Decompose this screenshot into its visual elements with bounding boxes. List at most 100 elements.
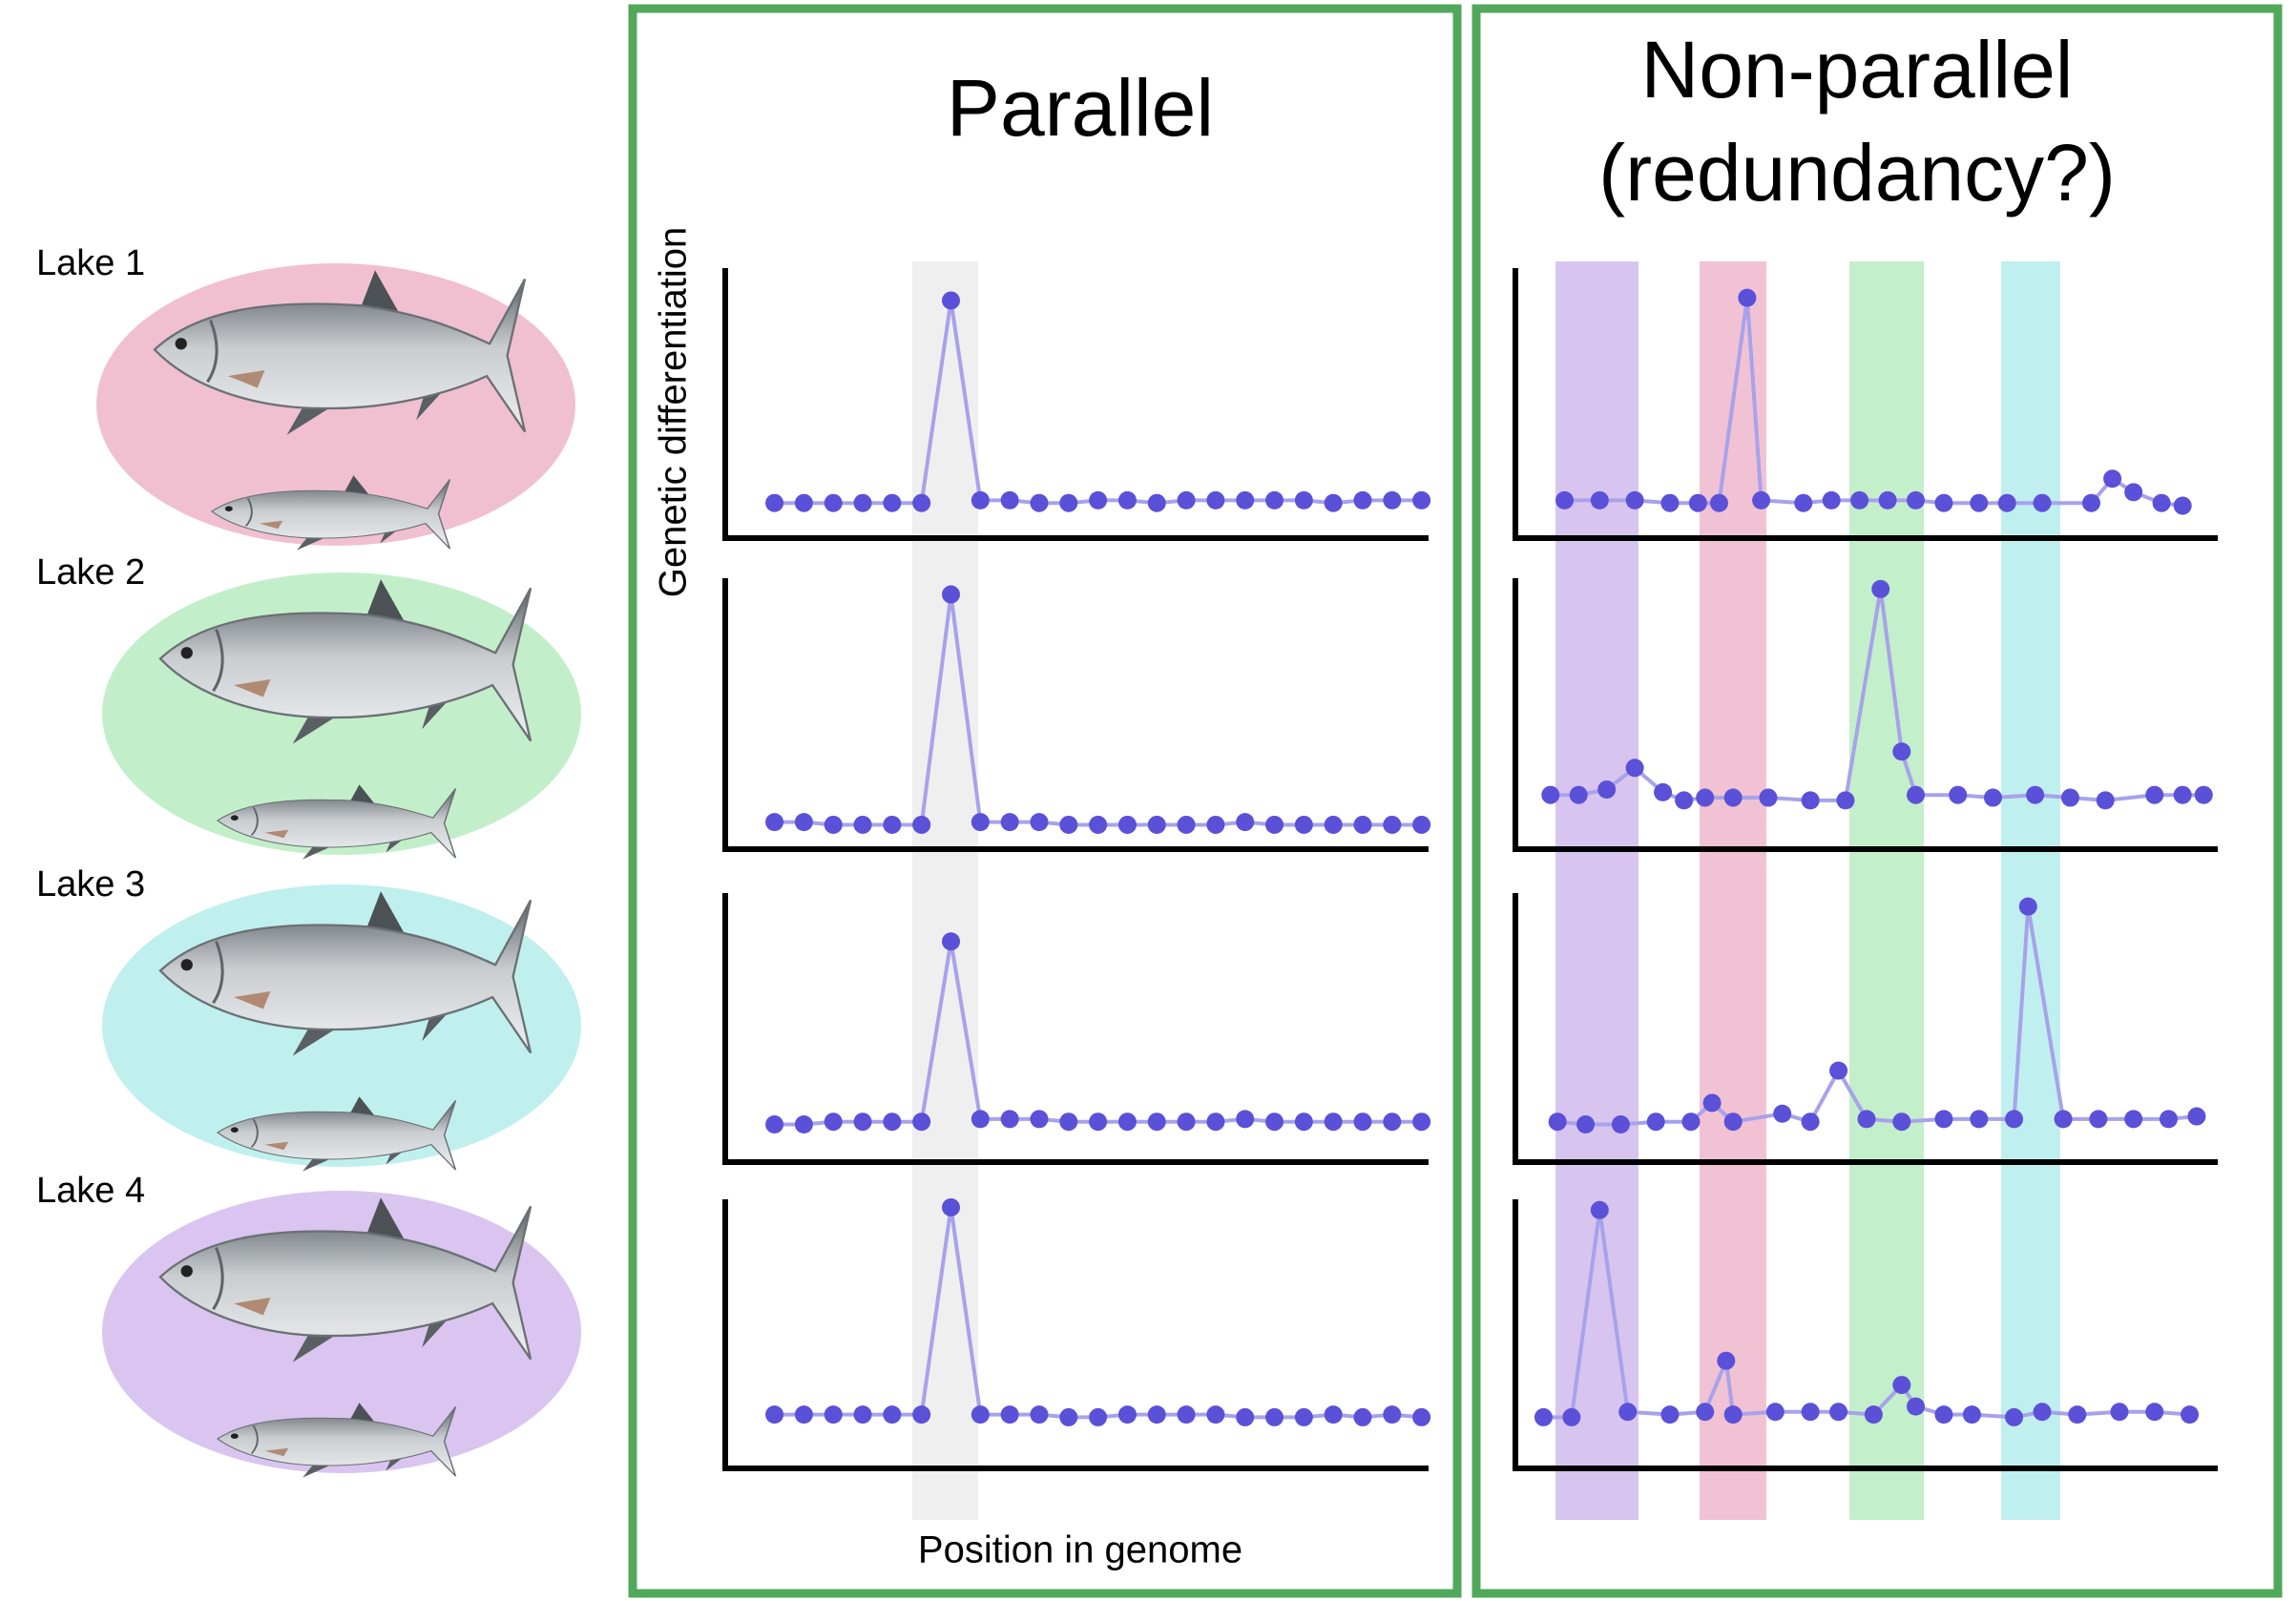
- data-point: [942, 585, 961, 604]
- mini-plot: [1513, 268, 2218, 541]
- data-point: [1383, 815, 1402, 834]
- data-point: [1541, 785, 1560, 804]
- lake2-band: [1849, 261, 1924, 1520]
- data-point: [1265, 1407, 1284, 1426]
- highlight-bands: [912, 261, 2060, 1520]
- lakes: Lake 1 Lake 2 Lake 3 Lake 4: [36, 243, 581, 1479]
- data-point: [1907, 490, 1926, 509]
- data-point: [2005, 1407, 2024, 1426]
- data-point: [971, 1110, 990, 1129]
- axis-line: [722, 578, 1429, 852]
- axis-line: [722, 1199, 1429, 1471]
- mini-plot: [1513, 1199, 2218, 1471]
- data-point: [1702, 1093, 1722, 1112]
- data-line: [774, 941, 1422, 1127]
- data-point: [1206, 815, 1225, 834]
- data-point: [912, 1405, 931, 1424]
- data-point: [794, 493, 813, 512]
- data-point: [765, 1405, 784, 1424]
- data-point: [1801, 1112, 1820, 1132]
- data-point: [1294, 490, 1313, 509]
- data-point: [1801, 1403, 1820, 1422]
- data-point: [2187, 1107, 2206, 1126]
- data-point: [1206, 1112, 1225, 1132]
- data-point: [794, 1115, 813, 1134]
- data-point: [942, 1197, 961, 1216]
- data-point: [2124, 483, 2143, 502]
- data-point: [2060, 788, 2079, 807]
- data-point: [1383, 1405, 1402, 1424]
- data-point: [1878, 490, 1897, 509]
- data-point: [971, 813, 990, 832]
- data-point: [1030, 493, 1049, 512]
- data-point: [1723, 1112, 1743, 1132]
- data-point: [1646, 1112, 1665, 1132]
- data-point: [1147, 1405, 1166, 1424]
- data-line: [774, 593, 1422, 827]
- data-point: [853, 1112, 872, 1132]
- data-point: [853, 1405, 872, 1424]
- data-point: [1147, 493, 1166, 512]
- data-point: [2005, 1110, 2024, 1129]
- data-point: [1294, 1112, 1313, 1132]
- data-point: [1949, 785, 1968, 804]
- data-point: [824, 1112, 843, 1132]
- lake-label: Lake 1: [36, 243, 145, 283]
- axis-line: [1513, 893, 2218, 1165]
- data-line: [1550, 589, 2204, 802]
- data-point: [883, 493, 902, 512]
- data-point: [1871, 579, 1890, 598]
- data-point: [1892, 742, 1911, 761]
- data-point: [1892, 1112, 1911, 1132]
- data-point: [1850, 490, 1869, 509]
- data-point: [1723, 788, 1743, 807]
- data-point: [1555, 490, 1575, 509]
- mini-plot: [722, 268, 1431, 541]
- lake3-band: [2001, 261, 2060, 1520]
- data-point: [1822, 490, 1841, 509]
- data-point: [1353, 490, 1372, 509]
- data-point: [912, 815, 931, 834]
- data-point: [1353, 815, 1372, 834]
- data-point: [765, 493, 784, 512]
- data-point: [1576, 1115, 1596, 1134]
- non-parallel-subtitle: (redundancy?): [1598, 128, 2116, 218]
- plots: [722, 268, 2218, 1471]
- axis-line: [1513, 268, 2218, 541]
- data-point: [824, 815, 843, 834]
- data-point: [1206, 1405, 1225, 1424]
- data-point: [1660, 1405, 1680, 1424]
- data-point: [2152, 493, 2171, 512]
- data-point: [2018, 897, 2037, 916]
- data-point: [1801, 791, 1820, 810]
- data-point: [1089, 490, 1108, 509]
- axis-line: [722, 893, 1429, 1165]
- data-line: [1564, 297, 2183, 509]
- axis-line: [722, 268, 1429, 541]
- data-point: [1324, 1112, 1343, 1132]
- data-point: [1236, 813, 1255, 832]
- data-point: [1962, 1405, 1981, 1424]
- data-point: [2082, 493, 2101, 512]
- data-point: [1675, 791, 1694, 810]
- data-point: [1829, 1403, 1848, 1422]
- data-point: [1383, 1112, 1402, 1132]
- lake-label: Lake 3: [36, 864, 145, 904]
- data-point: [1030, 813, 1049, 832]
- data-point: [1147, 1112, 1166, 1132]
- data-point: [2159, 1110, 2178, 1129]
- data-point: [765, 1115, 784, 1134]
- data-point: [971, 1405, 990, 1424]
- lake1-band: [1700, 261, 1766, 1520]
- data-point: [1970, 493, 1989, 512]
- data-point: [1934, 1110, 1953, 1129]
- data-point: [1970, 1110, 1989, 1129]
- data-point: [1759, 788, 1778, 807]
- data-point: [824, 1405, 843, 1424]
- data-point: [912, 1112, 931, 1132]
- data-point: [1265, 1112, 1284, 1132]
- data-point: [1000, 1110, 1019, 1129]
- data-point: [1597, 780, 1617, 800]
- data-point: [2124, 1110, 2143, 1129]
